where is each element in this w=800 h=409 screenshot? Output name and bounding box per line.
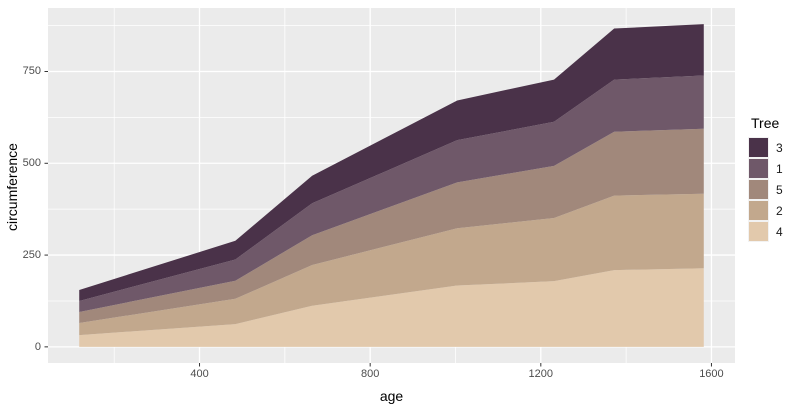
area-tree-3 [79, 24, 704, 301]
legend-label-2: 2 [776, 203, 783, 218]
x-tick-label-400: 400 [190, 368, 209, 380]
area-tree-5 [79, 128, 704, 323]
legend-item-4: 4 [748, 221, 799, 242]
legend-item-3: 3 [748, 137, 799, 158]
y-axis-title: circumference [4, 143, 20, 231]
y-tick-label-500: 500 [22, 157, 41, 170]
area-tree-2 [79, 193, 704, 336]
x-tick-label-1200: 1200 [528, 368, 554, 380]
legend-key-swatch-4 [748, 221, 769, 242]
legend-label-4: 4 [776, 224, 783, 239]
y-tick-label-750: 750 [22, 65, 41, 78]
legend-label-1: 1 [776, 161, 783, 176]
legend-item-5: 5 [748, 179, 799, 200]
area-tree-1 [79, 75, 704, 312]
x-tick-label-1600: 1600 [699, 368, 724, 380]
y-tick-label-250: 250 [22, 249, 41, 262]
x-tick-label-800: 800 [360, 368, 380, 380]
legend-items: 3 1 5 2 4 [748, 137, 799, 242]
area-tree-4 [79, 268, 704, 347]
legend-key-swatch-5 [748, 179, 769, 200]
legend-key-swatch-1 [748, 158, 769, 179]
x-axis-title: age [379, 388, 404, 404]
legend-title: Tree [751, 115, 780, 131]
legend-key-swatch-3 [748, 137, 769, 158]
y-tick-label-0: 0 [34, 340, 41, 353]
legend-item-1: 1 [748, 158, 799, 179]
legend-key-swatch-2 [748, 200, 769, 221]
legend-label-5: 5 [776, 182, 783, 197]
legend-label-3: 3 [776, 140, 783, 155]
legend: Tree 3 1 5 2 4 [748, 115, 799, 243]
legend-item-2: 2 [748, 200, 799, 221]
